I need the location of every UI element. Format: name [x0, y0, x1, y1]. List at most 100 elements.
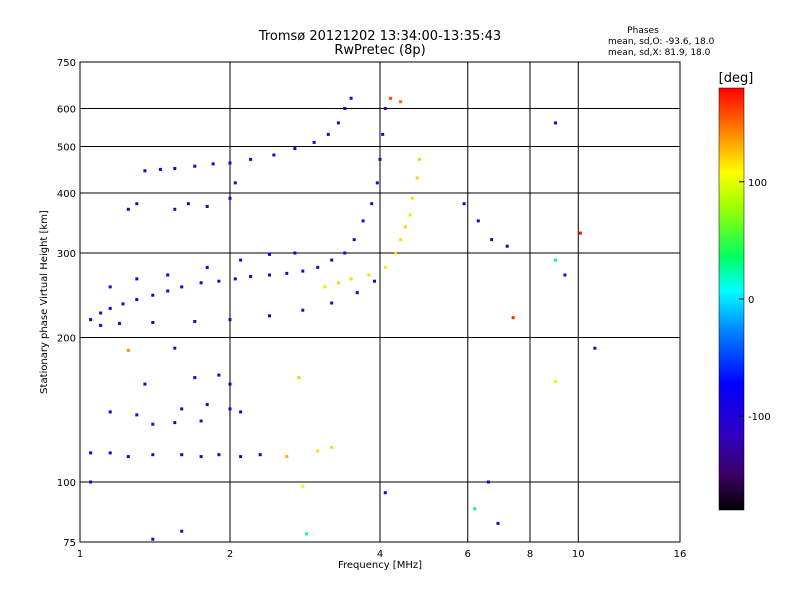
- data-point: [228, 407, 232, 411]
- data-point: [199, 455, 203, 459]
- data-point: [383, 491, 387, 495]
- data-point: [118, 321, 121, 325]
- data-point: [108, 285, 112, 289]
- y-tick-label: 75: [63, 538, 76, 549]
- data-point: [151, 321, 155, 324]
- data-point: [126, 348, 130, 352]
- data-point: [301, 308, 305, 312]
- data-point: [408, 213, 412, 217]
- data-point: [554, 258, 557, 262]
- data-point: [151, 453, 155, 457]
- y-tick-label: 400: [57, 189, 76, 200]
- data-point: [205, 265, 209, 269]
- data-point: [166, 289, 170, 293]
- data-point: [578, 231, 582, 235]
- colorbar-tick-label: 100: [748, 178, 767, 189]
- data-point: [336, 281, 340, 285]
- colorbar-tick-label: -100: [748, 412, 771, 423]
- data-point: [323, 285, 327, 289]
- data-point: [108, 410, 112, 414]
- data-point: [404, 225, 407, 229]
- y-axis-ticks: 75 100 200 300 400 500 600 750: [57, 58, 76, 549]
- data-point: [336, 121, 340, 125]
- x-tick-label: 4: [377, 549, 383, 560]
- colorbar-label: [deg]: [719, 71, 754, 86]
- y-tick-label: 500: [57, 143, 76, 154]
- data-point: [211, 162, 215, 166]
- data-point: [293, 251, 297, 255]
- data-point: [166, 273, 170, 277]
- data-point: [361, 219, 365, 223]
- data-point: [193, 376, 197, 380]
- data-point: [378, 157, 382, 161]
- data-point: [293, 147, 297, 151]
- data-point: [389, 96, 393, 100]
- x-tick-label: 16: [674, 549, 687, 560]
- y-tick-label: 100: [57, 478, 76, 489]
- x-tick-label: 6: [465, 549, 471, 560]
- data-point: [228, 382, 232, 386]
- data-point: [343, 107, 347, 110]
- data-point: [158, 167, 162, 171]
- data-point: [312, 140, 316, 144]
- data-point: [135, 413, 139, 417]
- data-point: [258, 453, 262, 457]
- data-point: [239, 455, 243, 459]
- data-point: [554, 380, 557, 383]
- data-point: [268, 273, 271, 277]
- data-point: [228, 161, 232, 165]
- data-point: [186, 202, 190, 206]
- data-point: [173, 421, 177, 425]
- x-tick-label: 2: [227, 549, 233, 560]
- data-point: [415, 176, 419, 180]
- data-point: [180, 285, 184, 289]
- data-point: [217, 373, 221, 377]
- data-point: [249, 157, 253, 161]
- phase-line-o: mean, sd,O: -93.6, 18.0: [608, 37, 715, 47]
- data-point: [151, 537, 155, 541]
- data-point: [394, 251, 398, 255]
- data-point: [411, 196, 415, 200]
- data-point: [285, 271, 289, 275]
- data-point: [476, 219, 480, 223]
- data-point: [554, 121, 557, 125]
- data-point: [126, 455, 130, 459]
- data-point: [108, 306, 112, 310]
- x-tick-label: 1: [77, 549, 83, 560]
- chart-title: Tromsø 20121202 13:34:00-13:35:43: [258, 29, 501, 44]
- data-point: [383, 265, 387, 269]
- x-axis-label: Frequency [MHz]: [338, 560, 422, 571]
- data-point: [143, 382, 147, 386]
- data-point: [473, 507, 477, 511]
- data-point: [268, 314, 271, 318]
- data-point: [193, 164, 197, 168]
- data-point: [233, 181, 237, 185]
- data-point: [330, 258, 334, 262]
- data-point: [381, 132, 385, 136]
- data-point: [199, 281, 203, 285]
- data-point: [217, 279, 221, 283]
- data-point: [496, 521, 500, 525]
- data-point: [249, 275, 253, 278]
- data-point: [89, 480, 93, 484]
- data-point: [301, 269, 305, 273]
- data-point: [143, 169, 147, 173]
- y-tick-label: 600: [57, 105, 76, 116]
- data-point: [135, 298, 139, 301]
- data-point: [205, 403, 209, 407]
- data-point: [193, 320, 197, 323]
- y-axis-label: Stationary phase Virtual Height [km]: [39, 210, 50, 394]
- data-point: [239, 410, 243, 414]
- data-point: [228, 318, 232, 322]
- data-point: [316, 265, 320, 269]
- data-point: [151, 422, 155, 426]
- y-tick-label: 300: [57, 249, 76, 260]
- data-point: [593, 346, 597, 350]
- x-tick-label: 10: [572, 549, 585, 560]
- data-point: [239, 258, 243, 262]
- data-point: [326, 132, 330, 136]
- data-point: [399, 100, 403, 104]
- data-point: [89, 318, 93, 322]
- data-point: [173, 167, 177, 170]
